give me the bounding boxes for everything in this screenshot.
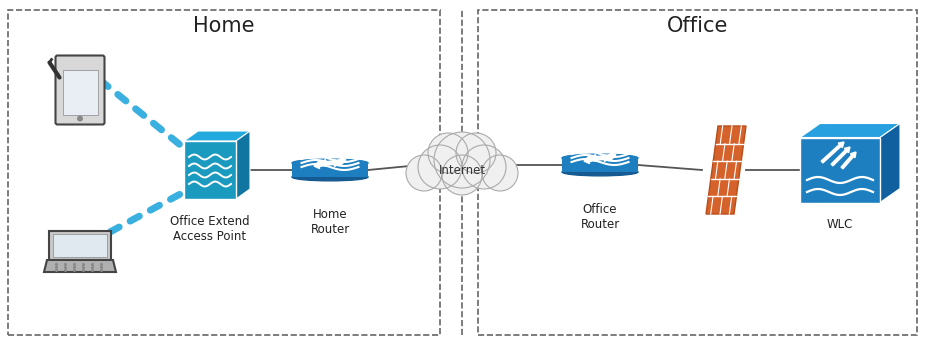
FancyArrow shape (821, 142, 844, 163)
Circle shape (428, 133, 468, 173)
Polygon shape (184, 141, 236, 199)
Polygon shape (236, 131, 250, 199)
Circle shape (406, 155, 442, 191)
FancyArrow shape (588, 155, 610, 161)
Text: Office: Office (667, 16, 728, 36)
FancyArrow shape (584, 157, 600, 164)
Polygon shape (53, 234, 107, 257)
Polygon shape (44, 260, 116, 272)
Text: Internet: Internet (438, 164, 486, 177)
Polygon shape (880, 124, 900, 203)
FancyArrow shape (320, 159, 341, 167)
Polygon shape (562, 158, 638, 172)
Circle shape (77, 116, 83, 121)
Circle shape (482, 155, 518, 191)
FancyArrow shape (318, 159, 339, 167)
FancyArrow shape (314, 161, 330, 169)
Text: Home: Home (193, 16, 254, 36)
Circle shape (462, 145, 506, 189)
Ellipse shape (292, 159, 368, 167)
Polygon shape (800, 124, 900, 138)
Text: Office
Router: Office Router (580, 203, 620, 231)
FancyArrow shape (832, 147, 850, 166)
Circle shape (418, 145, 462, 189)
FancyArrow shape (841, 152, 856, 169)
Polygon shape (706, 126, 746, 214)
Text: WLC: WLC (827, 218, 853, 231)
Ellipse shape (562, 168, 638, 176)
Text: Office Extend
Access Point: Office Extend Access Point (170, 215, 250, 243)
Text: Home
Router: Home Router (311, 208, 350, 236)
FancyBboxPatch shape (56, 56, 105, 125)
Polygon shape (800, 138, 880, 203)
FancyArrow shape (599, 152, 616, 159)
Polygon shape (292, 163, 368, 177)
Ellipse shape (562, 154, 638, 162)
Ellipse shape (292, 173, 368, 181)
Circle shape (456, 133, 496, 173)
Polygon shape (184, 131, 250, 141)
Circle shape (434, 132, 490, 188)
Circle shape (442, 155, 482, 195)
FancyArrow shape (329, 157, 346, 165)
Polygon shape (49, 231, 111, 260)
FancyBboxPatch shape (63, 69, 97, 115)
FancyArrow shape (590, 155, 611, 161)
